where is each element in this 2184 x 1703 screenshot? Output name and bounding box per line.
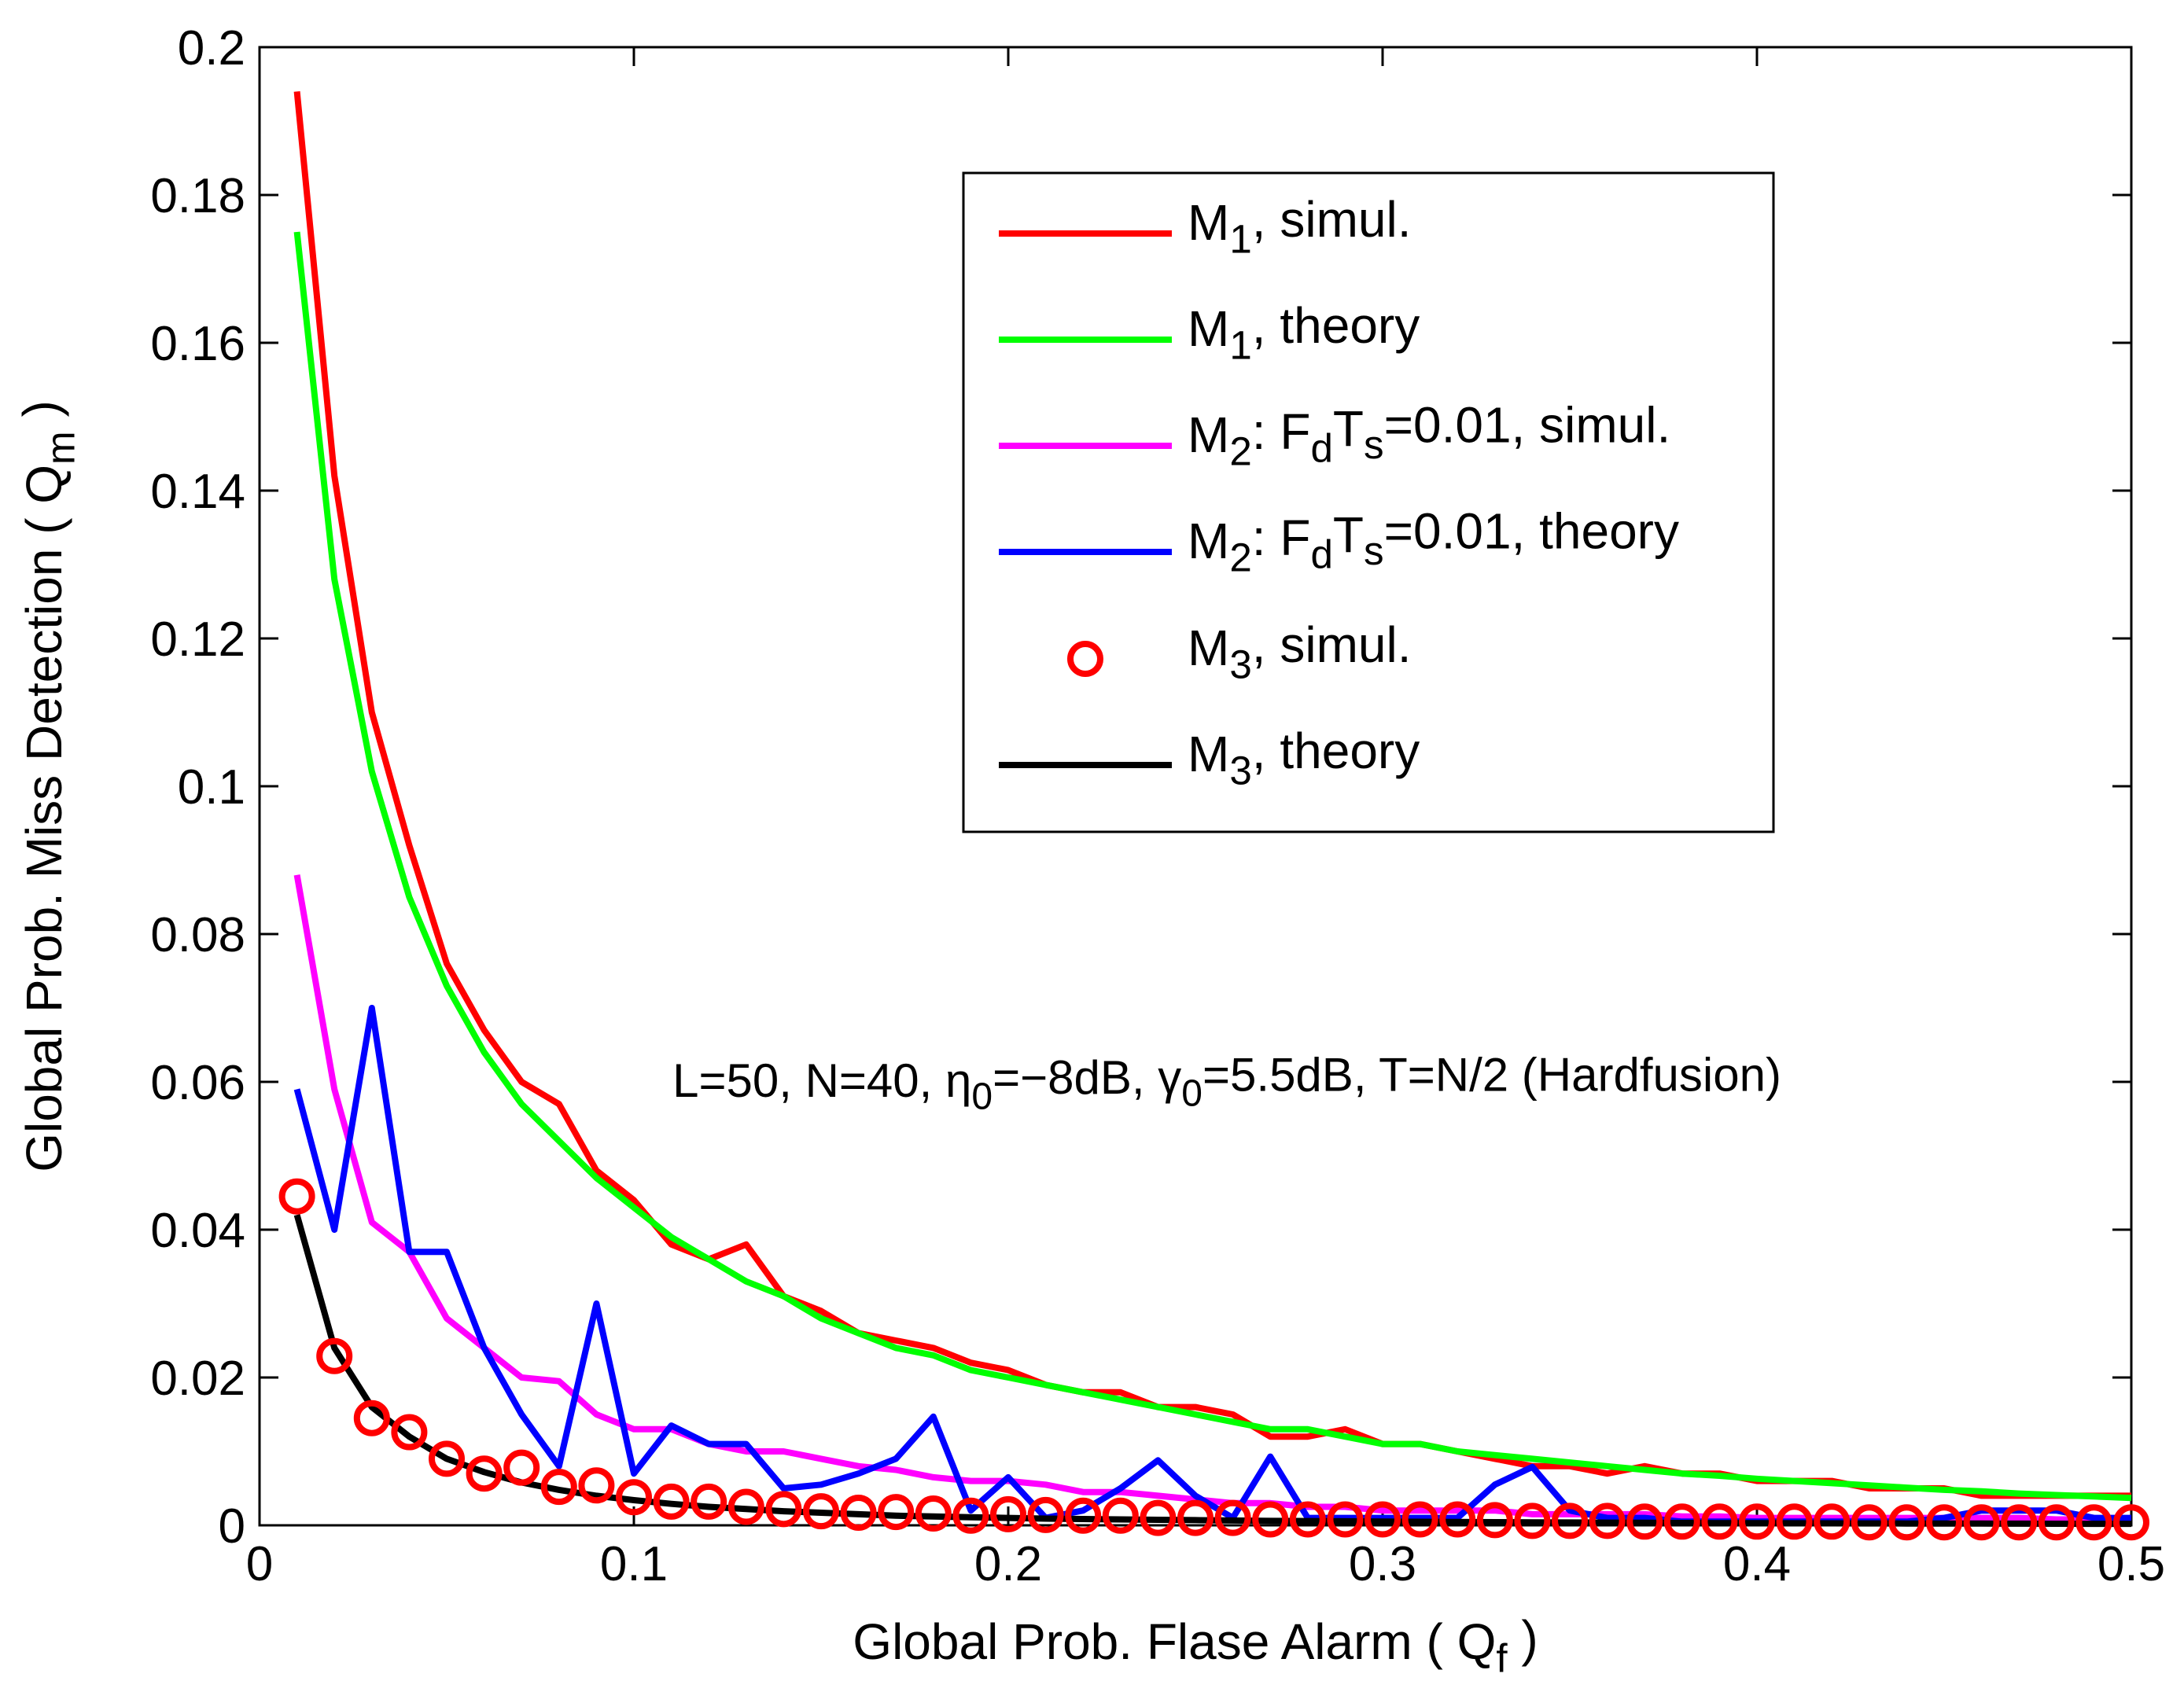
series-marker (765, 1491, 802, 1528)
series-marker (1739, 1503, 1775, 1540)
series-marker (578, 1467, 615, 1504)
series-marker (952, 1497, 989, 1534)
legend-item: M1, simul. (999, 191, 1411, 261)
series-marker (353, 1400, 390, 1436)
y-tick-label: 0.04 (150, 1204, 245, 1258)
series-marker (1926, 1504, 1962, 1541)
y-tick-label: 0.16 (150, 317, 245, 371)
chart-annotation: L=50, N=40, η0=−8dB, γ0=5.5dB, T=N/2 (Ha… (672, 1048, 1781, 1117)
series-marker (1289, 1501, 1326, 1538)
legend-item: M3, simul. (1067, 616, 1411, 686)
series-marker (803, 1493, 839, 1530)
legend-marker (1067, 641, 1103, 677)
legend-label: M3, theory (1188, 723, 1420, 793)
legend-label: M3, simul. (1188, 616, 1411, 686)
legend-item: M2: FdTs=0.01, simul. (999, 397, 1670, 474)
legend-label: M1, simul. (1188, 191, 1411, 261)
x-tick-label: 0.2 (974, 1537, 1042, 1591)
series-marker (1401, 1501, 1438, 1538)
series-marker (1589, 1503, 1626, 1539)
y-tick-label: 0.2 (178, 21, 245, 75)
legend: M1, simul. M1, theory M2: FdTs=0.01, simul… (962, 171, 1775, 833)
series-marker (1814, 1503, 1851, 1540)
series-line (293, 874, 2131, 1523)
legend-item: M1, theory (999, 297, 1420, 367)
series-marker (1963, 1504, 2000, 1541)
legend-item: M2: FdTs=0.01, theory (999, 503, 1679, 580)
series-marker (616, 1479, 652, 1516)
series-marker (429, 1440, 465, 1477)
series-marker (1027, 1496, 1064, 1533)
series-marker (1514, 1503, 1551, 1539)
x-tick-label: 0 (246, 1537, 273, 1591)
series-marker (691, 1483, 727, 1520)
series-marker (1140, 1499, 1177, 1536)
series-marker (2075, 1504, 2112, 1541)
series-marker (1252, 1501, 1289, 1538)
y-tick-label: 0.14 (150, 465, 245, 519)
legend-label: M1, theory (1188, 297, 1420, 367)
x-axis-label: Global Prob. Flase Alarm ( Qf ) (853, 1610, 1538, 1680)
series-marker (1065, 1497, 1102, 1534)
series-marker (1102, 1497, 1139, 1534)
series-marker (653, 1483, 690, 1520)
series-marker (840, 1495, 877, 1532)
y-tick-label: 0.18 (150, 169, 245, 223)
series-marker (1327, 1501, 1364, 1538)
series-layer (278, 91, 2149, 1541)
series-marker (540, 1469, 577, 1506)
legend-box (962, 171, 1775, 833)
series-marker (990, 1495, 1026, 1532)
legend-label: M2: FdTs=0.01, theory (1188, 503, 1679, 580)
series-marker (915, 1495, 952, 1532)
series-marker (1626, 1503, 1663, 1540)
series-marker (316, 1337, 353, 1374)
series-marker (1776, 1503, 1813, 1540)
axis-ticks: 0 0.1 0.2 0.3 0.4 0.5 0 0.02 0.04 0.06 0.08 0.1 0.12… (150, 21, 2165, 1591)
series-marker (1663, 1503, 1700, 1540)
y-axis-label: Global Prob. Miss Detection ( Qm ) (13, 400, 83, 1172)
x-tick-label: 0.3 (1349, 1537, 1416, 1591)
series-marker (1888, 1504, 1925, 1541)
series-5 (278, 1178, 2149, 1541)
series-marker (1701, 1503, 1738, 1540)
series-marker (1365, 1501, 1401, 1538)
x-tick-label: 0.5 (2097, 1537, 2165, 1591)
series-marker (1177, 1499, 1214, 1536)
x-tick-label: 0.1 (600, 1537, 668, 1591)
y-tick-label: 0.08 (150, 908, 245, 962)
series-marker (278, 1178, 315, 1215)
series-marker (1552, 1503, 1588, 1539)
series-marker (1476, 1502, 1513, 1539)
series-marker (2001, 1504, 2038, 1541)
series-marker (1214, 1499, 1251, 1536)
y-tick-label: 0.1 (178, 760, 245, 815)
series-marker (727, 1488, 764, 1525)
y-tick-label: 0 (219, 1499, 245, 1554)
series-marker (503, 1449, 540, 1486)
series-marker (1851, 1504, 1888, 1541)
y-tick-label: 0.02 (150, 1352, 245, 1406)
series-marker (466, 1455, 503, 1492)
series-marker (878, 1494, 915, 1531)
y-tick-label: 0.06 (150, 1056, 245, 1110)
series-marker (2038, 1504, 2075, 1541)
series-marker (2113, 1504, 2149, 1541)
legend-label: M2: FdTs=0.01, simul. (1188, 397, 1670, 474)
series-2 (293, 231, 2132, 1502)
legend-item: M3, theory (999, 723, 1420, 793)
y-tick-label: 0.12 (150, 612, 245, 667)
series-marker (1439, 1501, 1476, 1538)
series-line (293, 231, 2132, 1502)
series-3 (293, 874, 2131, 1523)
x-tick-label: 0.4 (1723, 1537, 1791, 1591)
series-marker (391, 1414, 428, 1451)
